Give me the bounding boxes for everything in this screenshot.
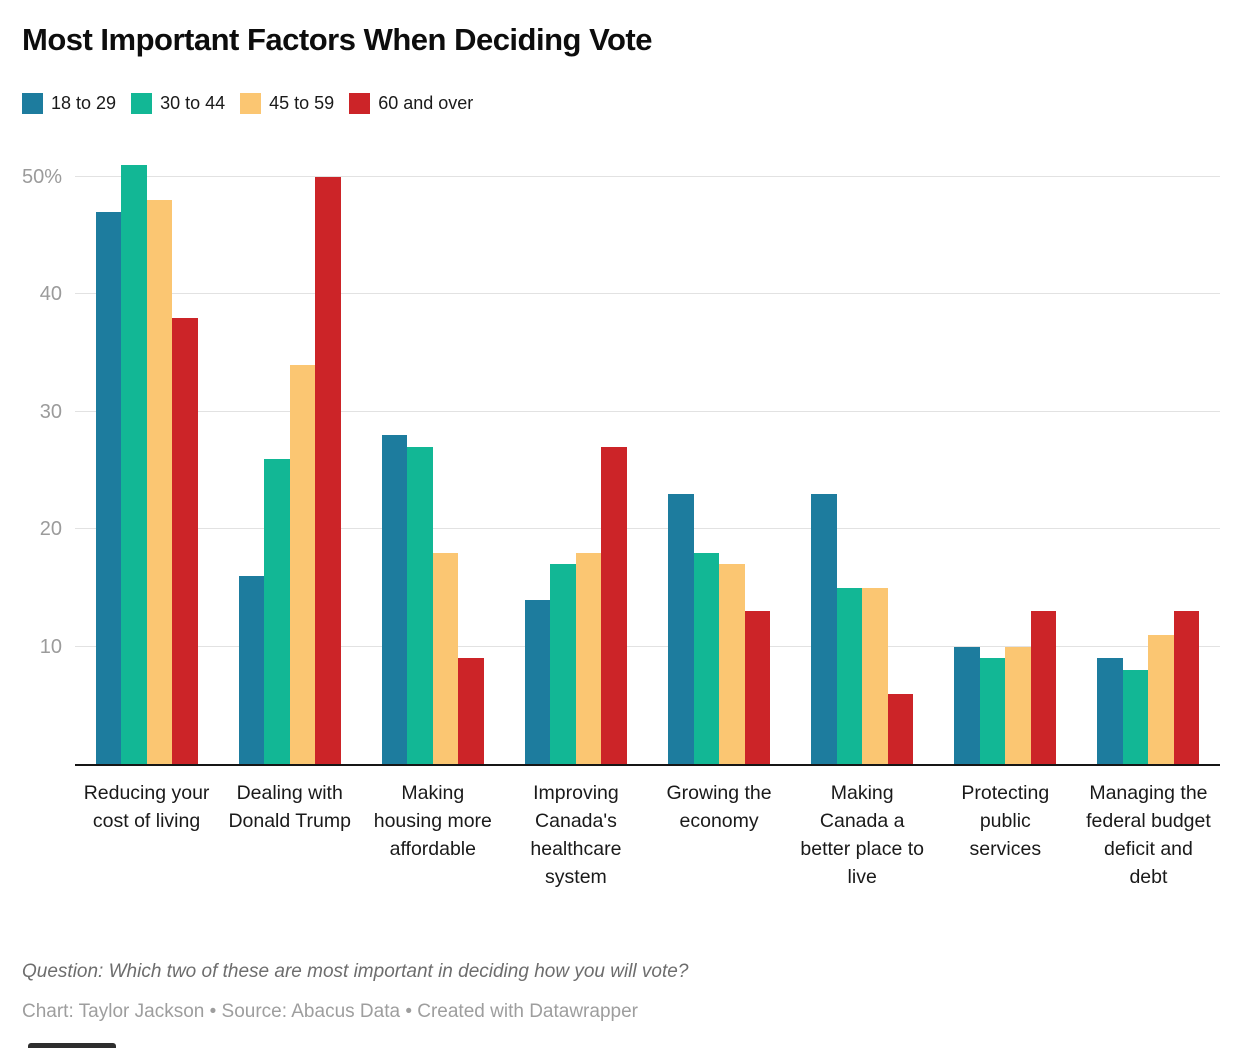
bar-group [504, 148, 647, 764]
x-category-label: Protecting public services [961, 782, 1050, 860]
plot-area: 10 20 30 40 50% [22, 148, 1220, 766]
legend-label: 60 and over [378, 93, 474, 113]
legend-item: 18 to 29 [22, 93, 116, 114]
bar [524, 599, 551, 764]
legend-label: 18 to 29 [51, 93, 117, 113]
bar [862, 587, 888, 764]
bar [172, 317, 198, 764]
legend-item: 30 to 44 [131, 93, 225, 114]
x-category-label: Improving Canada's healthcare system [530, 782, 622, 888]
y-tick-label: 40 [39, 283, 62, 305]
bar [719, 564, 745, 764]
bar [458, 658, 484, 764]
bar [264, 458, 290, 764]
legend-swatch-icon [131, 93, 153, 114]
x-category-label: Managing the federal budget deficit and … [1086, 782, 1211, 888]
gridline [75, 528, 1220, 529]
x-category-label: Making housing more affordable [373, 782, 492, 860]
bar-group [934, 148, 1077, 764]
page-title: Most Important Factors When Deciding Vot… [22, 22, 652, 57]
bar [1097, 658, 1123, 764]
x-category-label: Growing the economy [666, 782, 772, 832]
bar-group [218, 148, 361, 764]
x-category-label: Reducing your cost of living [83, 782, 210, 832]
chart-legend: 18 to 29 30 to 44 45 to 59 60 and over [22, 93, 473, 114]
bar [121, 164, 147, 764]
legend-swatch-icon [240, 93, 262, 114]
gridline [75, 645, 1220, 647]
bar [407, 446, 433, 764]
legend-label: 30 to 44 [160, 93, 226, 113]
bar [744, 611, 771, 764]
bar-group [75, 148, 218, 764]
bar [836, 587, 863, 764]
chart-question-note: Question: Which two of these are most im… [22, 961, 689, 982]
gridline [75, 175, 1220, 177]
bar [1005, 646, 1031, 764]
cropped-element [28, 1043, 116, 1048]
legend-label: 45 to 59 [269, 93, 335, 113]
bar [693, 552, 720, 764]
bar [811, 493, 837, 764]
y-tick-label: 20 [39, 518, 62, 540]
gridline [75, 293, 1220, 294]
bar-group [1077, 148, 1220, 764]
legend-swatch-icon [22, 93, 43, 114]
bar [575, 552, 602, 764]
y-tick-label: 30 [39, 400, 62, 423]
legend-swatch-icon [349, 93, 371, 114]
x-category-label: Dealing with Donald Trump [228, 782, 351, 832]
x-category-label: Making Canada a better place to live [800, 782, 924, 888]
bar [146, 200, 173, 764]
y-tick-label: 10 [39, 635, 62, 658]
bar [315, 176, 341, 764]
chart-byline: Chart: Taylor Jackson • Source: Abacus D… [22, 1001, 638, 1022]
y-tick-label: 50% [21, 165, 62, 188]
bar [1148, 634, 1174, 764]
bar-group [648, 148, 791, 764]
gridline [75, 410, 1220, 412]
bar [887, 693, 914, 764]
bar [238, 576, 265, 764]
bar-groups [75, 148, 1220, 764]
bar-group [361, 148, 504, 764]
bar [979, 658, 1006, 764]
legend-item: 60 and over [349, 93, 473, 114]
bar [1173, 611, 1200, 764]
bar [954, 646, 980, 764]
x-axis-labels: Reducing your cost of living Dealing with… [75, 768, 1220, 891]
legend-item: 45 to 59 [240, 93, 334, 114]
bar [668, 493, 694, 764]
bar [381, 435, 408, 764]
bar [601, 446, 627, 764]
bar-group [791, 148, 934, 764]
bar [289, 364, 316, 764]
bar [95, 211, 122, 764]
bar [1122, 670, 1149, 764]
bar [550, 564, 576, 764]
bar [1030, 611, 1057, 764]
bar [432, 552, 459, 764]
